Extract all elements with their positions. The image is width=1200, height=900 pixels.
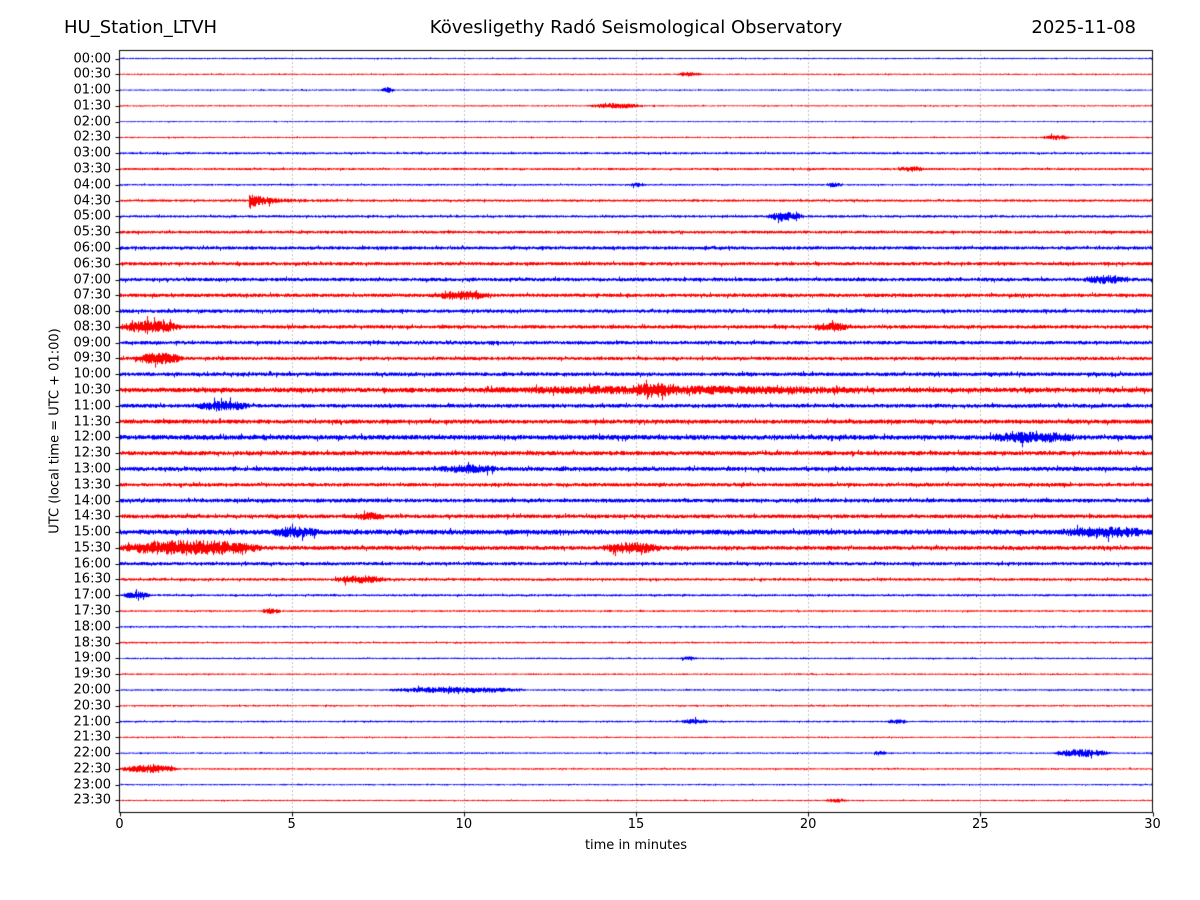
y-tick-label: 21:30: [73, 729, 111, 745]
y-tick-label: 13:00: [73, 461, 111, 477]
y-tick-label: 23:30: [73, 792, 111, 808]
y-tick-label: 19:00: [73, 650, 111, 666]
x-tick-label: 25: [972, 817, 989, 832]
y-tick-label: 06:00: [73, 240, 111, 256]
y-tick-label: 22:00: [73, 745, 111, 761]
title-station: HU_Station_LTVH: [64, 17, 218, 38]
y-axis-label: UTC (local time = UTC + 01:00): [47, 328, 63, 534]
y-tick-label: 17:00: [73, 587, 111, 603]
y-tick-label: 07:00: [73, 272, 111, 288]
y-tick-label: 08:00: [73, 303, 111, 319]
y-tick-label: 11:00: [73, 398, 111, 414]
y-tick-label: 22:30: [73, 761, 111, 777]
y-tick-label: 09:30: [73, 350, 111, 366]
y-tick-label: 14:30: [73, 508, 111, 524]
y-tick-label: 12:00: [73, 429, 111, 445]
y-tick-label: 05:00: [73, 208, 111, 224]
y-tick-label: 05:30: [73, 224, 111, 240]
y-tick-label: 01:30: [73, 98, 111, 114]
y-tick-label: 11:30: [73, 414, 111, 430]
x-tick-label: 20: [799, 817, 817, 832]
y-tick-label: 02:00: [73, 114, 111, 130]
x-tick-label: 0: [115, 817, 124, 832]
y-tick-label: 03:30: [73, 161, 111, 177]
y-tick-label: 10:30: [73, 382, 111, 398]
x-tick-label: 5: [287, 817, 296, 832]
y-tick-label: 04:00: [73, 177, 111, 193]
y-tick-label: 15:00: [73, 524, 111, 540]
y-tick-label: 18:00: [73, 619, 111, 635]
y-tick-label: 04:30: [73, 193, 111, 209]
y-tick-label: 14:00: [73, 493, 111, 509]
y-tick-label: 17:30: [73, 603, 111, 619]
y-tick-label: 12:30: [73, 445, 111, 461]
y-tick-label: 02:30: [73, 129, 111, 145]
y-tick-label: 19:30: [73, 666, 111, 682]
y-tick-label: 06:30: [73, 256, 111, 272]
y-tick-label: 07:30: [73, 287, 111, 303]
title-observatory: Kövesligethy Radó Seismological Observat…: [429, 17, 843, 38]
y-tick-label: 09:00: [73, 335, 111, 351]
y-tick-label: 18:30: [73, 635, 111, 651]
y-tick-label: 21:00: [73, 714, 111, 730]
x-tick-label: 30: [1144, 817, 1161, 832]
y-tick-label: 03:00: [73, 145, 111, 161]
y-tick-label: 13:30: [73, 477, 111, 493]
y-tick-label: 01:00: [73, 82, 111, 98]
y-tick-label: 08:30: [73, 319, 111, 335]
title-date: 2025-11-08: [1031, 17, 1136, 38]
y-tick-label: 00:30: [73, 66, 111, 82]
y-tick-label: 20:30: [73, 698, 111, 714]
y-tick-label: 23:00: [73, 777, 111, 793]
y-tick-label: 15:30: [73, 540, 111, 556]
y-tick-label: 20:00: [73, 682, 111, 698]
y-tick-label: 00:00: [73, 51, 111, 66]
x-axis-label: time in minutes: [584, 838, 688, 853]
y-tick-label: 10:00: [73, 366, 111, 382]
x-tick-label: 15: [627, 817, 645, 832]
y-tick-label: 16:30: [73, 571, 111, 587]
y-tick-label: 16:00: [73, 556, 111, 572]
x-tick-label: 10: [455, 817, 473, 832]
